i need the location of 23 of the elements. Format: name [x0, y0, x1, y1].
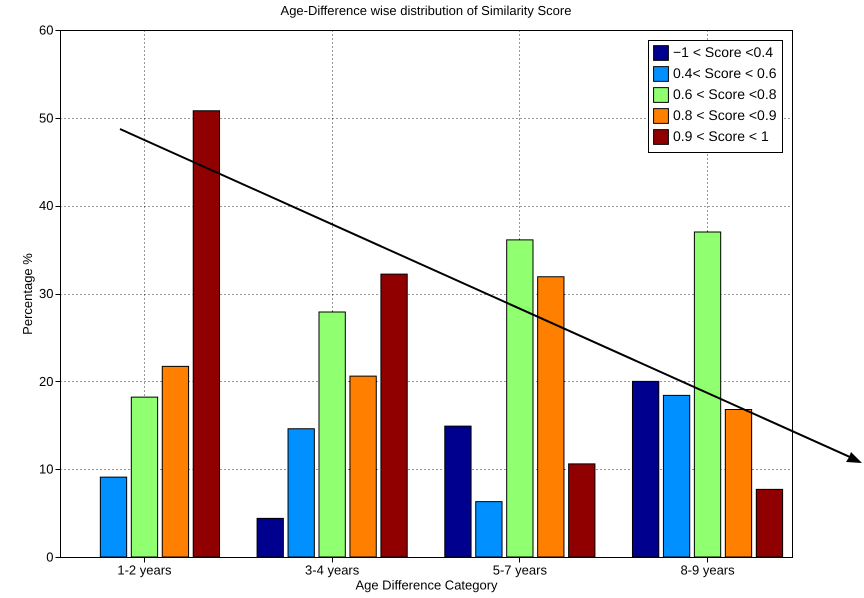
y-tick-label: 10 — [39, 462, 54, 477]
bar — [756, 488, 784, 558]
chart-title: Age-Difference wise distribution of Similarity Score — [280, 3, 572, 18]
legend-label: 0.6 < Score <0.8 — [673, 86, 777, 102]
bar — [475, 501, 503, 558]
bar — [100, 476, 128, 558]
legend-label: 0.4< Score < 0.6 — [673, 65, 777, 81]
legend-label: −1 < Score <0.4 — [673, 44, 774, 60]
bar — [256, 518, 284, 558]
legend-label: 0.9 < Score < 1 — [673, 128, 769, 144]
y-tick-label: 50 — [39, 110, 54, 126]
y-tick-label: 40 — [39, 198, 54, 214]
x-tick-label: 1-2 years — [117, 562, 172, 578]
y-tick-label: 20 — [39, 374, 54, 389]
x-tick-label: 5-7 years — [492, 562, 548, 578]
y-axis-title: Percentage % — [20, 252, 36, 335]
y-tick-label: 0 — [46, 550, 54, 564]
x-tick-label: 8-9 years — [680, 562, 736, 578]
x-tick-label: 3-4 years — [305, 562, 360, 578]
legend-label: 0.8 < Score <0.9 — [673, 107, 777, 123]
y-tick-label: 60 — [39, 22, 54, 38]
x-axis-title: Age Difference Category — [355, 578, 498, 592]
y-tick-label: 30 — [39, 286, 54, 301]
